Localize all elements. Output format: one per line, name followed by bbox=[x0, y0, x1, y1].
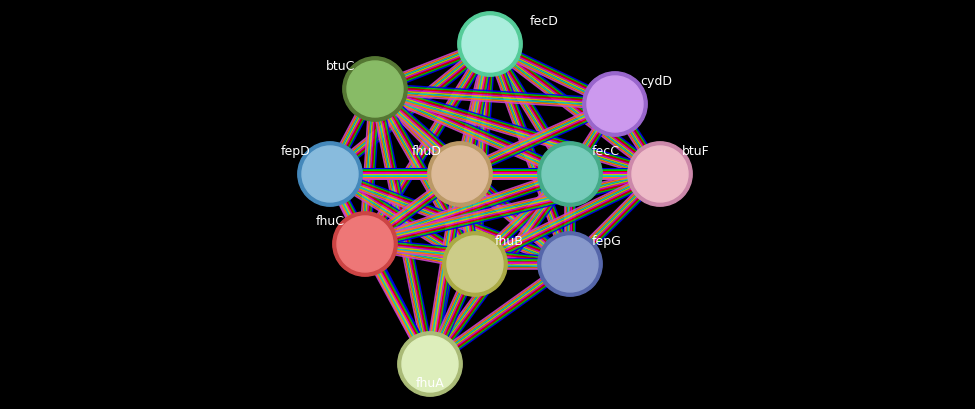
Text: btuF: btuF bbox=[682, 145, 710, 157]
Circle shape bbox=[583, 73, 647, 137]
Circle shape bbox=[343, 58, 408, 122]
Circle shape bbox=[398, 332, 462, 396]
Circle shape bbox=[443, 232, 507, 297]
Circle shape bbox=[542, 147, 598, 202]
Circle shape bbox=[302, 147, 358, 202]
Circle shape bbox=[458, 13, 523, 77]
Text: fepG: fepG bbox=[592, 234, 622, 247]
Circle shape bbox=[337, 216, 393, 272]
Circle shape bbox=[542, 236, 598, 292]
Text: fhuC: fhuC bbox=[316, 214, 345, 227]
Circle shape bbox=[628, 142, 692, 207]
Circle shape bbox=[462, 17, 518, 73]
Circle shape bbox=[297, 142, 362, 207]
Circle shape bbox=[538, 142, 603, 207]
Circle shape bbox=[347, 62, 403, 118]
Circle shape bbox=[428, 142, 492, 207]
Text: cydD: cydD bbox=[640, 75, 672, 88]
Text: fhuD: fhuD bbox=[412, 145, 442, 157]
Text: fhuB: fhuB bbox=[495, 234, 524, 247]
Text: fecD: fecD bbox=[530, 15, 559, 28]
Circle shape bbox=[332, 212, 397, 276]
Circle shape bbox=[447, 236, 503, 292]
Text: fhuA: fhuA bbox=[415, 376, 445, 389]
Circle shape bbox=[432, 147, 488, 202]
Circle shape bbox=[538, 232, 603, 297]
Text: btuC: btuC bbox=[326, 60, 355, 73]
Circle shape bbox=[402, 336, 458, 392]
Circle shape bbox=[632, 147, 688, 202]
Text: fepD: fepD bbox=[280, 145, 310, 157]
Circle shape bbox=[587, 77, 643, 133]
Text: fecC: fecC bbox=[592, 145, 620, 157]
